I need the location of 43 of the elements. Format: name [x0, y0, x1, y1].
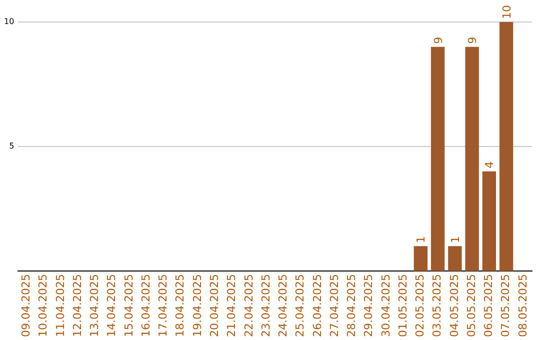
x-tick-label: 07.05.2025 — [499, 274, 512, 338]
y-tick-label: 5 — [9, 142, 14, 151]
x-tick-label: 13.04.2025 — [88, 274, 102, 338]
x-tick-label: 30.04.2025 — [379, 274, 392, 338]
x-tick-label: 05.05.2025 — [464, 274, 478, 338]
x-tick-label: 09.04.2025 — [20, 274, 33, 338]
x-tick-label: 02.05.2025 — [414, 274, 427, 338]
bar — [448, 246, 462, 272]
data-label: 9 — [466, 36, 480, 44]
x-tick-label: 27.04.2025 — [328, 274, 341, 338]
x-tick-label: 17.04.2025 — [156, 274, 170, 338]
x-tick-label: 21.04.2025 — [225, 274, 238, 338]
data-label: 1 — [448, 236, 462, 244]
x-tick-label: 11.04.2025 — [54, 274, 67, 338]
bar — [430, 46, 445, 272]
x-tick-label: 26.04.2025 — [310, 274, 324, 338]
bar — [414, 246, 428, 272]
x-tick-label: 16.04.2025 — [139, 274, 152, 338]
x-tick-label: 15.04.2025 — [122, 274, 136, 338]
data-label: 10 — [500, 5, 514, 19]
x-tick-label: 06.05.2025 — [482, 274, 496, 338]
data-label: 9 — [432, 36, 445, 44]
x-tick-label: 24.04.2025 — [276, 274, 290, 338]
data-label: 4 — [483, 161, 496, 168]
x-tick-label: 08.05.2025 — [516, 274, 530, 338]
bar — [499, 22, 514, 272]
x-tick-label: 03.05.2025 — [430, 274, 444, 338]
x-tick-label: 12.04.2025 — [70, 274, 84, 338]
x-tick-label: 20.04.2025 — [208, 274, 222, 338]
x-tick-label: 14.04.2025 — [105, 274, 118, 338]
x-tick-label: 23.04.2025 — [259, 274, 272, 338]
x-tick-label: 04.05.2025 — [448, 274, 461, 338]
x-tick-label: 28.04.2025 — [345, 274, 358, 338]
x-tick-label: 10.04.2025 — [36, 274, 50, 338]
x-tick-label: 29.04.2025 — [362, 274, 376, 338]
x-tick-label: 19.04.2025 — [190, 274, 204, 338]
bar — [482, 171, 496, 272]
x-tick-label: 01.05.2025 — [396, 274, 410, 338]
x-tick-label: 25.04.2025 — [294, 274, 307, 338]
data-label: 1 — [414, 236, 428, 244]
x-tick-label: 18.04.2025 — [174, 274, 187, 338]
bar — [465, 46, 479, 272]
x-tick-label: 22.04.2025 — [242, 274, 256, 338]
